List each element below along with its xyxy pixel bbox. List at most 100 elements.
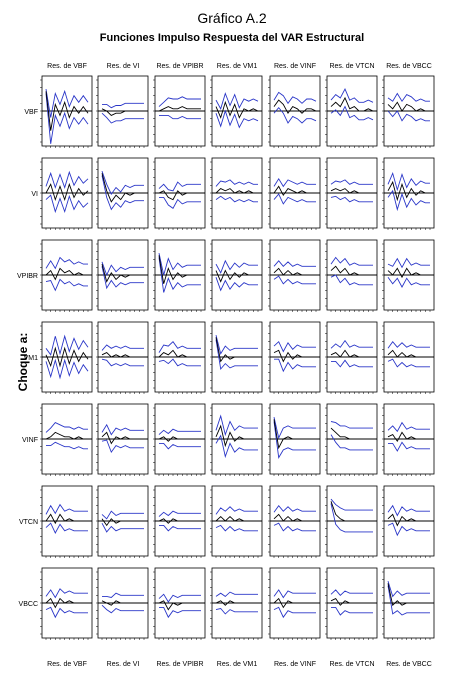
lower-band-line [387,522,430,537]
upper-band-line [102,592,144,598]
response-title-top: Res. de VPIBR [156,63,203,70]
shock-label: VBCC [19,601,38,608]
response-line [273,597,316,609]
response-line [273,185,316,197]
upper-band-line [215,259,258,274]
response-line [273,99,317,115]
response-line [101,263,144,283]
lower-band-line [387,585,430,616]
shock-label: VBF [24,109,38,116]
response-title-top: Res. de VINF [274,63,316,70]
response-line [215,424,258,448]
response-line [387,180,430,202]
upper-band-line [273,260,316,267]
lower-band-line [158,358,201,367]
shock-label: VINF [22,437,38,444]
response-line [45,513,88,525]
response-line [215,100,259,119]
upper-band-line [158,428,201,435]
lower-band-line [46,441,88,450]
lower-band-line [215,277,258,292]
upper-band-line [158,341,201,353]
upper-band-line [215,591,258,597]
lower-band-line [215,339,258,371]
lower-band-line [101,266,144,290]
response-line [330,265,373,276]
upper-band-line [101,510,144,520]
lower-band-line [273,522,316,532]
response-line [158,106,201,112]
lower-band-line [101,439,144,454]
response-line [45,182,89,202]
upper-band-line [102,102,144,109]
response-line [387,583,430,607]
lower-band-line [215,195,258,203]
lower-band-line [101,358,144,367]
response-title-top: Res. de VTCN [329,63,374,70]
response-line [101,518,144,527]
upper-band-line [101,261,144,277]
upper-band-line [330,589,373,596]
upper-band-line [387,421,430,433]
lower-band-line [273,421,316,459]
upper-band-line [215,414,258,437]
upper-band-line [158,593,201,603]
upper-band-line [330,421,373,429]
lower-band-line [387,110,430,122]
response-line [273,419,316,450]
lower-band-line [159,442,201,450]
lower-band-line [330,274,373,286]
lower-band-line [330,195,373,203]
upper-band-line [387,504,430,517]
response-line [215,337,258,363]
upper-band-line [45,422,88,433]
response-line [158,255,201,284]
response-title-top: Res. de VBCC [386,63,432,70]
lower-band-line [45,358,89,380]
lower-band-line [215,109,259,129]
upper-band-line [273,417,316,440]
lower-band-line [273,275,316,285]
response-line [387,267,430,279]
lower-band-line [387,189,430,212]
lower-band-line [101,604,144,614]
lower-band-line [387,276,430,288]
lower-band-line [273,606,316,619]
response-line [387,431,430,443]
response-line [330,427,373,440]
upper-band-line [158,96,201,107]
upper-band-line [273,589,316,599]
response-line [158,518,201,524]
lower-band-line [330,434,373,451]
upper-band-line [330,88,374,103]
response-line [215,269,258,283]
upper-band-line [101,423,144,436]
response-line [45,346,89,368]
response-line [387,349,430,358]
upper-band-line [45,334,89,356]
lower-band-line [159,196,201,209]
upper-band-line [330,339,373,349]
upper-band-line [45,256,88,270]
response-title-bottom: Res. de VI [107,661,140,668]
lower-band-line [45,194,89,214]
shock-label: VPIBR [17,273,38,280]
response-title-bottom: Res. de VM1 [217,661,258,668]
upper-band-line [387,580,430,598]
lower-band-line [159,606,201,619]
lower-band-line [159,524,201,532]
upper-band-line [387,92,430,103]
response-title-top: Res. de VBF [47,63,87,70]
response-line [45,91,89,131]
response-line [101,352,144,358]
lower-band-line [215,607,258,615]
response-line [330,598,373,606]
lower-band-line [45,93,89,144]
lower-band-line [45,522,88,534]
upper-band-line [45,89,89,118]
response-line [158,600,201,611]
lower-band-line [215,524,258,532]
response-title-top: Res. de VM1 [217,63,258,70]
response-line [215,515,258,522]
